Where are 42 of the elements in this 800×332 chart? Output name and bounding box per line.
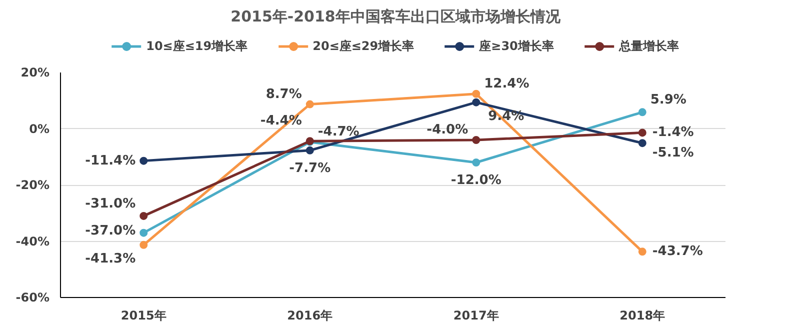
point: [472, 98, 480, 106]
point: [140, 156, 148, 165]
data-label: -4.7%: [318, 124, 360, 140]
data-label: -4.0%: [426, 122, 468, 138]
data-label: -1.4%: [652, 125, 694, 140]
data-label: -5.1%: [652, 146, 694, 161]
point: [472, 90, 480, 98]
point: [638, 139, 646, 148]
data-label: -31.0%: [85, 196, 136, 212]
legend-label: 总量增长率: [618, 38, 679, 54]
data-label: 12.4%: [484, 76, 530, 92]
legend-label: 10≤座≤19增长率: [146, 38, 248, 54]
point: [472, 136, 480, 144]
y-tick-label: -40%: [16, 234, 50, 248]
point: [306, 100, 314, 108]
chart-title: 2015年-2018年中国客车出口区域市场增长情况: [230, 8, 562, 26]
y-tick-label: -60%: [16, 290, 50, 304]
point: [638, 128, 646, 137]
x-tick-label: 2016年: [287, 308, 333, 322]
y-tick-label: 0%: [29, 122, 50, 136]
data-label: -37.0%: [85, 223, 136, 238]
data-label: -7.7%: [289, 160, 331, 176]
point: [472, 158, 480, 166]
data-label: -41.3%: [85, 251, 136, 266]
point: [140, 212, 148, 220]
x-tick-label: 2015年: [120, 308, 166, 322]
point: [638, 108, 646, 116]
x-tick-label: 2018年: [620, 308, 666, 322]
x-tick-label: 2017年: [453, 308, 499, 322]
point: [306, 146, 314, 154]
legend-label: 座≥30增长率: [479, 38, 554, 54]
point: [140, 240, 148, 249]
point: [140, 228, 148, 237]
legend-label: 20≤座≤29增长率: [312, 38, 414, 54]
data-label: 5.9%: [650, 92, 686, 108]
y-tick-label: -20%: [16, 178, 50, 192]
y-tick-label: 20%: [20, 66, 50, 80]
data-label: -11.4%: [85, 153, 136, 168]
point: [638, 248, 646, 256]
data-label: 8.7%: [266, 86, 302, 102]
data-label: -43.7%: [652, 244, 703, 260]
data-label: -12.0%: [450, 173, 502, 188]
